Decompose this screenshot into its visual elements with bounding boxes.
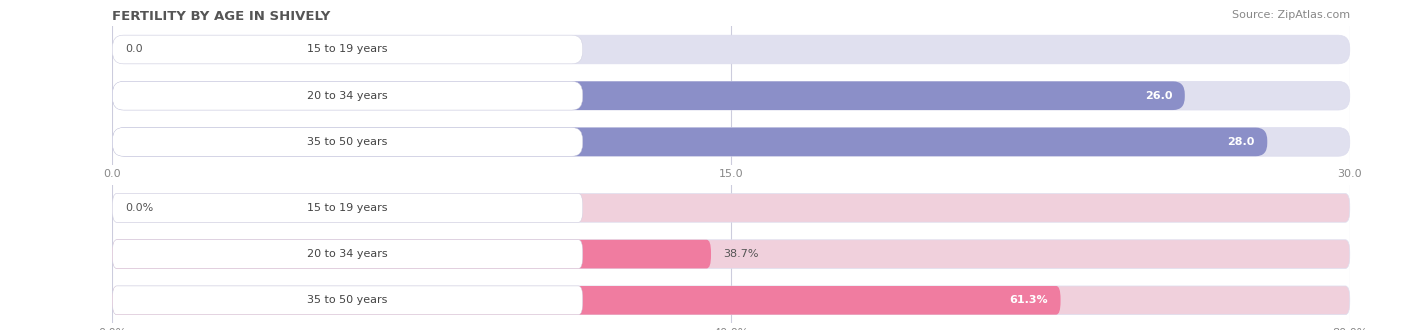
FancyBboxPatch shape xyxy=(112,82,1185,110)
FancyBboxPatch shape xyxy=(112,286,1060,314)
Text: 26.0: 26.0 xyxy=(1144,91,1173,101)
FancyBboxPatch shape xyxy=(112,82,1350,110)
Text: FERTILITY BY AGE IN SHIVELY: FERTILITY BY AGE IN SHIVELY xyxy=(112,10,330,23)
Text: 0.0%: 0.0% xyxy=(125,203,153,213)
FancyBboxPatch shape xyxy=(112,82,582,110)
FancyBboxPatch shape xyxy=(112,194,1350,222)
Text: Source: ZipAtlas.com: Source: ZipAtlas.com xyxy=(1232,10,1350,20)
Text: 0.0: 0.0 xyxy=(125,45,142,54)
FancyBboxPatch shape xyxy=(112,35,582,64)
FancyBboxPatch shape xyxy=(112,286,582,314)
FancyBboxPatch shape xyxy=(112,240,1350,268)
FancyBboxPatch shape xyxy=(112,128,582,156)
Text: 20 to 34 years: 20 to 34 years xyxy=(308,91,388,101)
Text: 35 to 50 years: 35 to 50 years xyxy=(308,295,388,305)
FancyBboxPatch shape xyxy=(112,128,1350,156)
Text: 35 to 50 years: 35 to 50 years xyxy=(308,137,388,147)
Text: 61.3%: 61.3% xyxy=(1010,295,1049,305)
Text: 15 to 19 years: 15 to 19 years xyxy=(308,45,388,54)
FancyBboxPatch shape xyxy=(112,35,1350,64)
FancyBboxPatch shape xyxy=(112,286,1350,314)
Text: 38.7%: 38.7% xyxy=(724,249,759,259)
FancyBboxPatch shape xyxy=(112,240,711,268)
Text: 15 to 19 years: 15 to 19 years xyxy=(308,203,388,213)
FancyBboxPatch shape xyxy=(112,194,582,222)
FancyBboxPatch shape xyxy=(112,240,582,268)
FancyBboxPatch shape xyxy=(112,128,1267,156)
Text: 28.0: 28.0 xyxy=(1227,137,1256,147)
Text: 20 to 34 years: 20 to 34 years xyxy=(308,249,388,259)
